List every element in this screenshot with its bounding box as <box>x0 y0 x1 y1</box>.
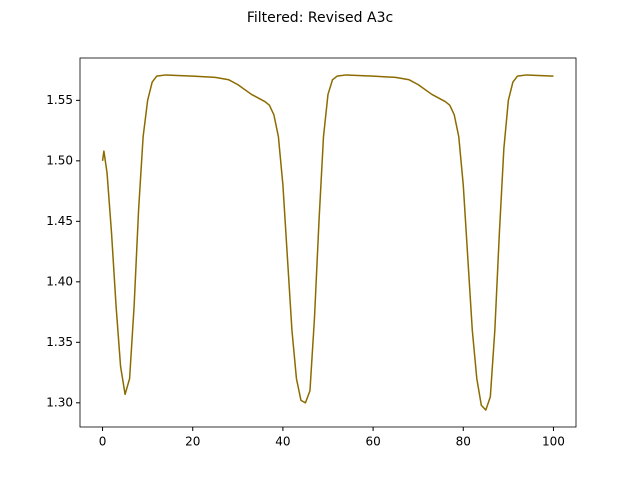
x-tick-label: 40 <box>275 435 290 449</box>
x-tick-label: 0 <box>99 435 107 449</box>
y-tick-label: 1.55 <box>46 93 73 107</box>
y-tick-label: 1.40 <box>46 274 73 288</box>
chart-title: Filtered: Revised A3c <box>247 10 393 26</box>
x-tick-label: 20 <box>185 435 200 449</box>
x-tick-label: 60 <box>365 435 380 449</box>
x-tick-label: 100 <box>542 435 565 449</box>
y-tick-label: 1.30 <box>46 395 73 409</box>
plot-frame <box>79 57 577 428</box>
x-tick-label: 80 <box>456 435 471 449</box>
y-tick-label: 1.50 <box>46 153 73 167</box>
data-line <box>101 74 554 411</box>
y-tick-label: 1.35 <box>46 335 73 349</box>
y-tick-label: 1.45 <box>46 214 73 228</box>
